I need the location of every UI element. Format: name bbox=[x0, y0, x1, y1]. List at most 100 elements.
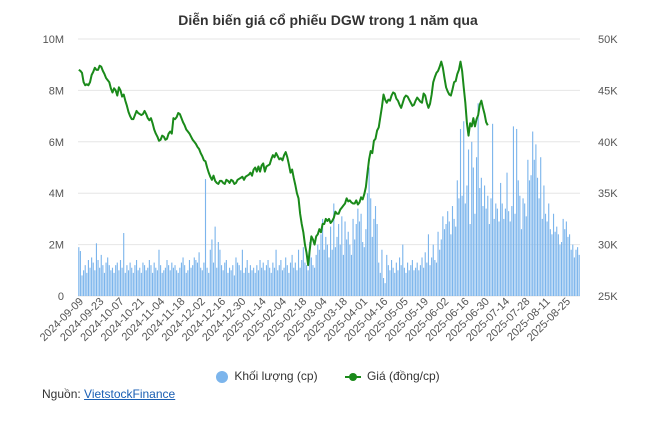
volume-bar bbox=[179, 267, 181, 296]
volume-bar bbox=[235, 257, 237, 296]
volume-bar bbox=[123, 233, 125, 296]
volume-bar bbox=[488, 224, 490, 296]
volume-bar bbox=[453, 218, 455, 296]
volume-bar bbox=[201, 270, 203, 296]
legend-price-marker bbox=[344, 372, 361, 381]
volume-bar bbox=[79, 251, 81, 296]
volume-bar bbox=[366, 193, 369, 296]
volume-bar bbox=[346, 239, 348, 296]
volume-bar bbox=[280, 260, 282, 296]
volume-bar bbox=[314, 267, 316, 296]
volume-bar bbox=[208, 272, 210, 296]
volume-bar bbox=[376, 224, 378, 296]
volume-bar bbox=[301, 260, 303, 296]
volume-bar bbox=[451, 206, 454, 296]
volume-bar bbox=[448, 221, 450, 296]
volume-bar bbox=[549, 229, 551, 296]
volume-bar bbox=[437, 231, 439, 296]
volume-bar bbox=[461, 195, 463, 296]
volume-bar bbox=[305, 265, 308, 296]
legend-item-price[interactable]: Giá (đồng/cp) bbox=[344, 368, 440, 383]
volume-bar bbox=[416, 262, 418, 296]
volume-bar bbox=[379, 272, 381, 296]
volume-bar bbox=[551, 234, 553, 296]
volume-bar bbox=[285, 257, 287, 296]
volume-bar bbox=[431, 257, 433, 296]
source-link[interactable]: VietstockFinance bbox=[84, 387, 176, 401]
volume-bar bbox=[273, 267, 276, 296]
volume-bar bbox=[482, 206, 484, 296]
volume-bar bbox=[184, 265, 186, 296]
volume-bar bbox=[463, 121, 465, 297]
volume-bar bbox=[203, 262, 205, 296]
volume-bar bbox=[365, 229, 367, 296]
volume-bar bbox=[283, 267, 285, 296]
volume-bar bbox=[440, 239, 442, 296]
volume-bar bbox=[97, 260, 99, 296]
volume-bar bbox=[262, 262, 264, 296]
volume-bar bbox=[94, 270, 96, 296]
volume-bar bbox=[169, 270, 171, 296]
volume-bar bbox=[403, 267, 405, 296]
volume-bar bbox=[570, 249, 572, 296]
volume-bar bbox=[103, 272, 106, 296]
volume-bar bbox=[264, 270, 266, 296]
volume-bar bbox=[395, 262, 397, 296]
volume-bar bbox=[514, 213, 516, 296]
volume-bar bbox=[374, 206, 377, 296]
volume-bar bbox=[192, 265, 194, 296]
volume-bar bbox=[293, 267, 295, 296]
volume-bar bbox=[216, 267, 218, 296]
volume-bar bbox=[525, 216, 527, 296]
volume-bar bbox=[387, 265, 389, 296]
volume-bar bbox=[190, 267, 192, 296]
volume-bar bbox=[150, 265, 152, 296]
volume-bar bbox=[520, 229, 523, 296]
volume-bar bbox=[538, 198, 540, 296]
volume-bar bbox=[172, 267, 174, 296]
volume-bar bbox=[140, 272, 142, 296]
right-axis-tick: 35K bbox=[598, 188, 618, 200]
volume-bar bbox=[540, 157, 542, 296]
volume-bar bbox=[350, 254, 353, 296]
volume-bar bbox=[156, 270, 158, 296]
volume-bar bbox=[464, 203, 466, 296]
volume-bar bbox=[275, 249, 277, 296]
volume-bar bbox=[392, 267, 394, 296]
legend-item-volume[interactable]: Khối lượng (cp) bbox=[216, 369, 318, 383]
volume-bar bbox=[107, 257, 109, 296]
volume-bar bbox=[342, 254, 344, 296]
volume-bar bbox=[330, 226, 332, 296]
volume-bar bbox=[127, 270, 130, 296]
volume-bar bbox=[447, 211, 449, 296]
volume-bar bbox=[217, 242, 219, 296]
volume-bar bbox=[135, 260, 138, 296]
volume-bar bbox=[562, 218, 564, 296]
legend-price-label: Giá (đồng/cp) bbox=[366, 368, 440, 383]
volume-bar bbox=[206, 267, 208, 296]
volume-bar bbox=[246, 260, 248, 296]
volume-bar bbox=[232, 265, 234, 296]
volume-bar bbox=[456, 180, 458, 296]
volume-bars bbox=[78, 103, 580, 297]
volume-bar bbox=[331, 249, 333, 296]
volume-bar bbox=[113, 272, 115, 296]
volume-bar bbox=[559, 244, 561, 296]
volume-bar bbox=[429, 265, 431, 296]
volume-bar bbox=[381, 249, 383, 296]
volume-bar bbox=[248, 272, 250, 296]
volume-bar bbox=[91, 257, 93, 296]
price-line-layer bbox=[78, 60, 489, 267]
volume-bar bbox=[397, 270, 399, 296]
volume-bar bbox=[219, 249, 221, 296]
volume-bar bbox=[541, 218, 543, 296]
volume-bar bbox=[472, 167, 474, 296]
volume-bar bbox=[267, 260, 269, 296]
volume-bar bbox=[119, 260, 122, 296]
volume-bar bbox=[459, 128, 462, 296]
volume-bar bbox=[325, 236, 327, 296]
volume-bar bbox=[265, 265, 268, 296]
volume-bar bbox=[83, 270, 85, 296]
volume-bar bbox=[174, 265, 176, 296]
volume-bar bbox=[341, 216, 343, 296]
